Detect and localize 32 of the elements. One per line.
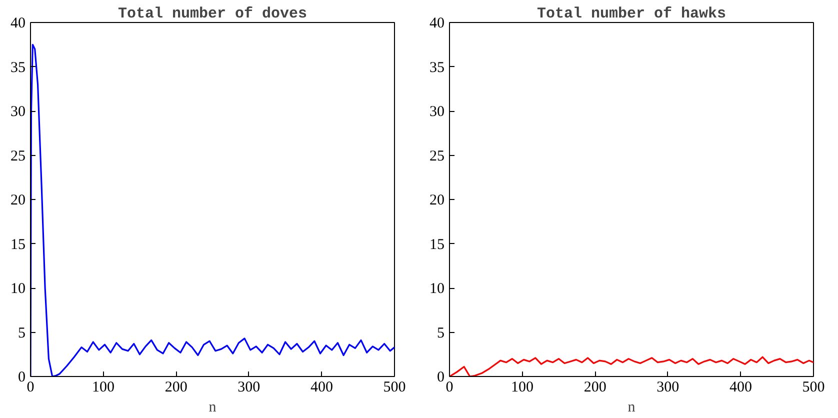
x-tick-label: 200: [584, 380, 606, 396]
y-tick-label: 10: [430, 281, 444, 297]
y-tick-label: 20: [10, 192, 26, 208]
y-tick-label: 15: [10, 236, 26, 253]
x-tick-label: 100: [511, 380, 534, 396]
y-tick-label: 0: [437, 370, 444, 386]
y-tick-label: 35: [430, 60, 444, 76]
y-tick-label: 35: [10, 60, 26, 76]
x-tick-label: 300: [656, 380, 680, 396]
x-tick-label: 400: [729, 380, 752, 396]
y-tick-label: 25: [430, 148, 444, 164]
x-tick-label: 500: [383, 380, 406, 396]
y-tick-label: 5: [18, 325, 26, 342]
x-tick-label: 500: [802, 380, 825, 396]
chart-title: Total number of doves: [118, 6, 308, 22]
x-tick-label: 300: [238, 380, 260, 396]
y-tick-label: 25: [10, 148, 26, 164]
x-axis-title: n: [628, 400, 636, 416]
y-tick-label: 30: [10, 104, 26, 120]
y-tick-label: 10: [10, 281, 26, 297]
y-tick-label: 5: [437, 325, 444, 342]
chart-title: Total number of hawks: [536, 6, 726, 22]
y-tick-label: 30: [430, 104, 444, 120]
y-tick-label: 20: [430, 192, 444, 208]
x-tick-label: 100: [92, 380, 115, 396]
y-tick-label: 0: [18, 370, 26, 386]
x-tick-label: 400: [310, 380, 333, 396]
x-axis-title: n: [208, 400, 217, 416]
y-tick-label: 40: [10, 16, 26, 32]
y-tick-label: 15: [430, 236, 444, 253]
y-tick-label: 40: [430, 16, 444, 32]
x-tick-label: 200: [164, 380, 188, 396]
